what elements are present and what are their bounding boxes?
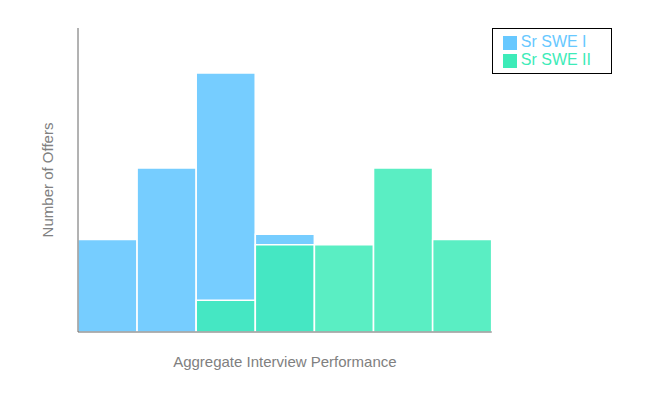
svg-text:Aggregate Interview Performanc: Aggregate Interview Performance <box>173 353 396 370</box>
svg-text:Number of Offers: Number of Offers <box>39 123 56 238</box>
html-text:Sr SWE II: Sr SWE II <box>520 51 591 68</box>
html-text:Sr SWE I: Sr SWE I <box>520 33 587 50</box>
